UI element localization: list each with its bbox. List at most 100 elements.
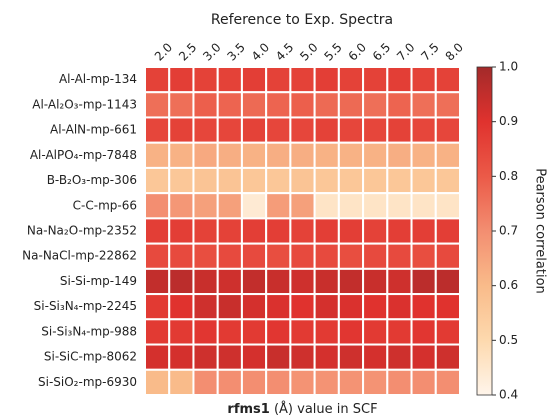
heatmap-cell (265, 343, 292, 371)
heatmap-cell (265, 318, 292, 346)
heatmap-cell (216, 217, 243, 245)
heatmap-cell (362, 318, 389, 346)
heatmap-cell (265, 217, 292, 245)
heatmap-cell (144, 318, 171, 346)
heatmap-cell (216, 166, 243, 195)
heatmap-cell (192, 91, 219, 119)
heatmap-cell (240, 166, 268, 195)
heatmap-cell (168, 192, 195, 220)
y-tick-label: C-C-mp-66 (73, 198, 137, 212)
colorbar-tick-label: 0.5 (499, 333, 518, 347)
heatmap-cell (386, 293, 413, 321)
heatmap-cell (265, 91, 292, 119)
heatmap-cell (410, 192, 437, 220)
heatmap-cell (410, 318, 437, 346)
heatmap-cell (168, 242, 195, 270)
heatmap-cell (362, 141, 389, 169)
heatmap-cell (410, 368, 437, 396)
heatmap-cell (434, 91, 461, 119)
heatmap-cell (289, 141, 316, 169)
heatmap-cell (410, 343, 437, 371)
heatmap-cell (337, 116, 365, 144)
heatmap-cell (216, 116, 243, 144)
heatmap-cell (410, 141, 437, 169)
y-tick-label: Si-Si₃N₄-mp-988 (41, 324, 137, 338)
heatmap-cell (216, 66, 243, 94)
heatmap-cell (337, 242, 365, 270)
heatmap-cell (337, 217, 365, 245)
heatmap-cell (144, 166, 171, 195)
heatmap-cell (362, 66, 389, 94)
heatmap-cell (240, 267, 268, 296)
colorbar-label: Pearson correlation (533, 168, 548, 294)
heatmap-cell (168, 267, 195, 296)
heatmap-cell (168, 368, 195, 396)
heatmap-cell (386, 267, 413, 296)
heatmap-cell (144, 368, 171, 396)
heatmap-cell (386, 66, 413, 94)
heatmap-cell (168, 293, 195, 321)
x-tick-label: 3.0 (200, 40, 223, 63)
colorbar-tick-label: 0.8 (499, 169, 518, 183)
heatmap-cell (168, 343, 195, 371)
heatmap-cell (240, 242, 268, 270)
heatmap-cell (192, 141, 219, 169)
heatmap-cell (337, 318, 365, 346)
heatmap-cell (289, 192, 316, 220)
heatmap-cell (313, 91, 340, 119)
x-tick-label: 7.0 (394, 40, 417, 63)
heatmap-cell (144, 141, 171, 169)
heatmap-cell (240, 293, 268, 321)
heatmap-cell (434, 141, 461, 169)
heatmap-cell (434, 293, 461, 321)
heatmap-cell (337, 91, 365, 119)
heatmap-cell (144, 242, 171, 270)
heatmap-cell (289, 166, 316, 195)
heatmap-cell (313, 217, 340, 245)
heatmap-cell (410, 166, 437, 195)
heatmap-cell (168, 116, 195, 144)
heatmap-cell (192, 166, 219, 195)
x-tick-label: 3.5 (225, 40, 248, 63)
heatmap-cell (434, 318, 461, 346)
heatmap-cell (289, 368, 316, 396)
y-tick-label: Si-SiO₂-mp-6930 (38, 375, 137, 389)
heatmap-cell (386, 116, 413, 144)
heatmap-cell (240, 343, 268, 371)
heatmap-cell (386, 343, 413, 371)
heatmap-cell (289, 318, 316, 346)
heatmap-cell (289, 91, 316, 119)
x-tick-label: 2.0 (152, 40, 175, 63)
heatmap-cell (192, 116, 219, 144)
heatmap-cell (265, 66, 292, 94)
heatmap-cell (216, 267, 243, 296)
heatmap-cell (313, 293, 340, 321)
heatmap-cell (192, 343, 219, 371)
x-tick-label: 6.0 (346, 40, 369, 63)
heatmap-cell (265, 293, 292, 321)
heatmap-cell (337, 192, 365, 220)
heatmap-cell (386, 318, 413, 346)
colorbar-tick-label: 0.7 (499, 224, 518, 238)
heatmap-cell (362, 267, 389, 296)
heatmap-cell (313, 166, 340, 195)
y-tick-label: Al-Al₂O₃-mp-1143 (32, 97, 137, 111)
heatmap-cell (144, 116, 171, 144)
x-tick-label: 2.5 (176, 40, 199, 63)
heatmap-cell (313, 343, 340, 371)
heatmap-cell (144, 192, 171, 220)
y-tick-label: Si-Si₃N₄-mp-2245 (34, 299, 137, 313)
heatmap-cell (240, 318, 268, 346)
heatmap-cell (240, 66, 268, 94)
heatmap-cell (240, 217, 268, 245)
heatmap-cell (362, 368, 389, 396)
heatmap-cell (192, 368, 219, 396)
heatmap-cell (337, 66, 365, 94)
y-tick-label: Si-SiC-mp-8062 (44, 350, 137, 364)
heatmap-cell (362, 166, 389, 195)
heatmap-cell (313, 66, 340, 94)
heatmap-cell (168, 217, 195, 245)
heatmap-cell (168, 91, 195, 119)
heatmap-cell (144, 343, 171, 371)
heatmap-cell (265, 192, 292, 220)
